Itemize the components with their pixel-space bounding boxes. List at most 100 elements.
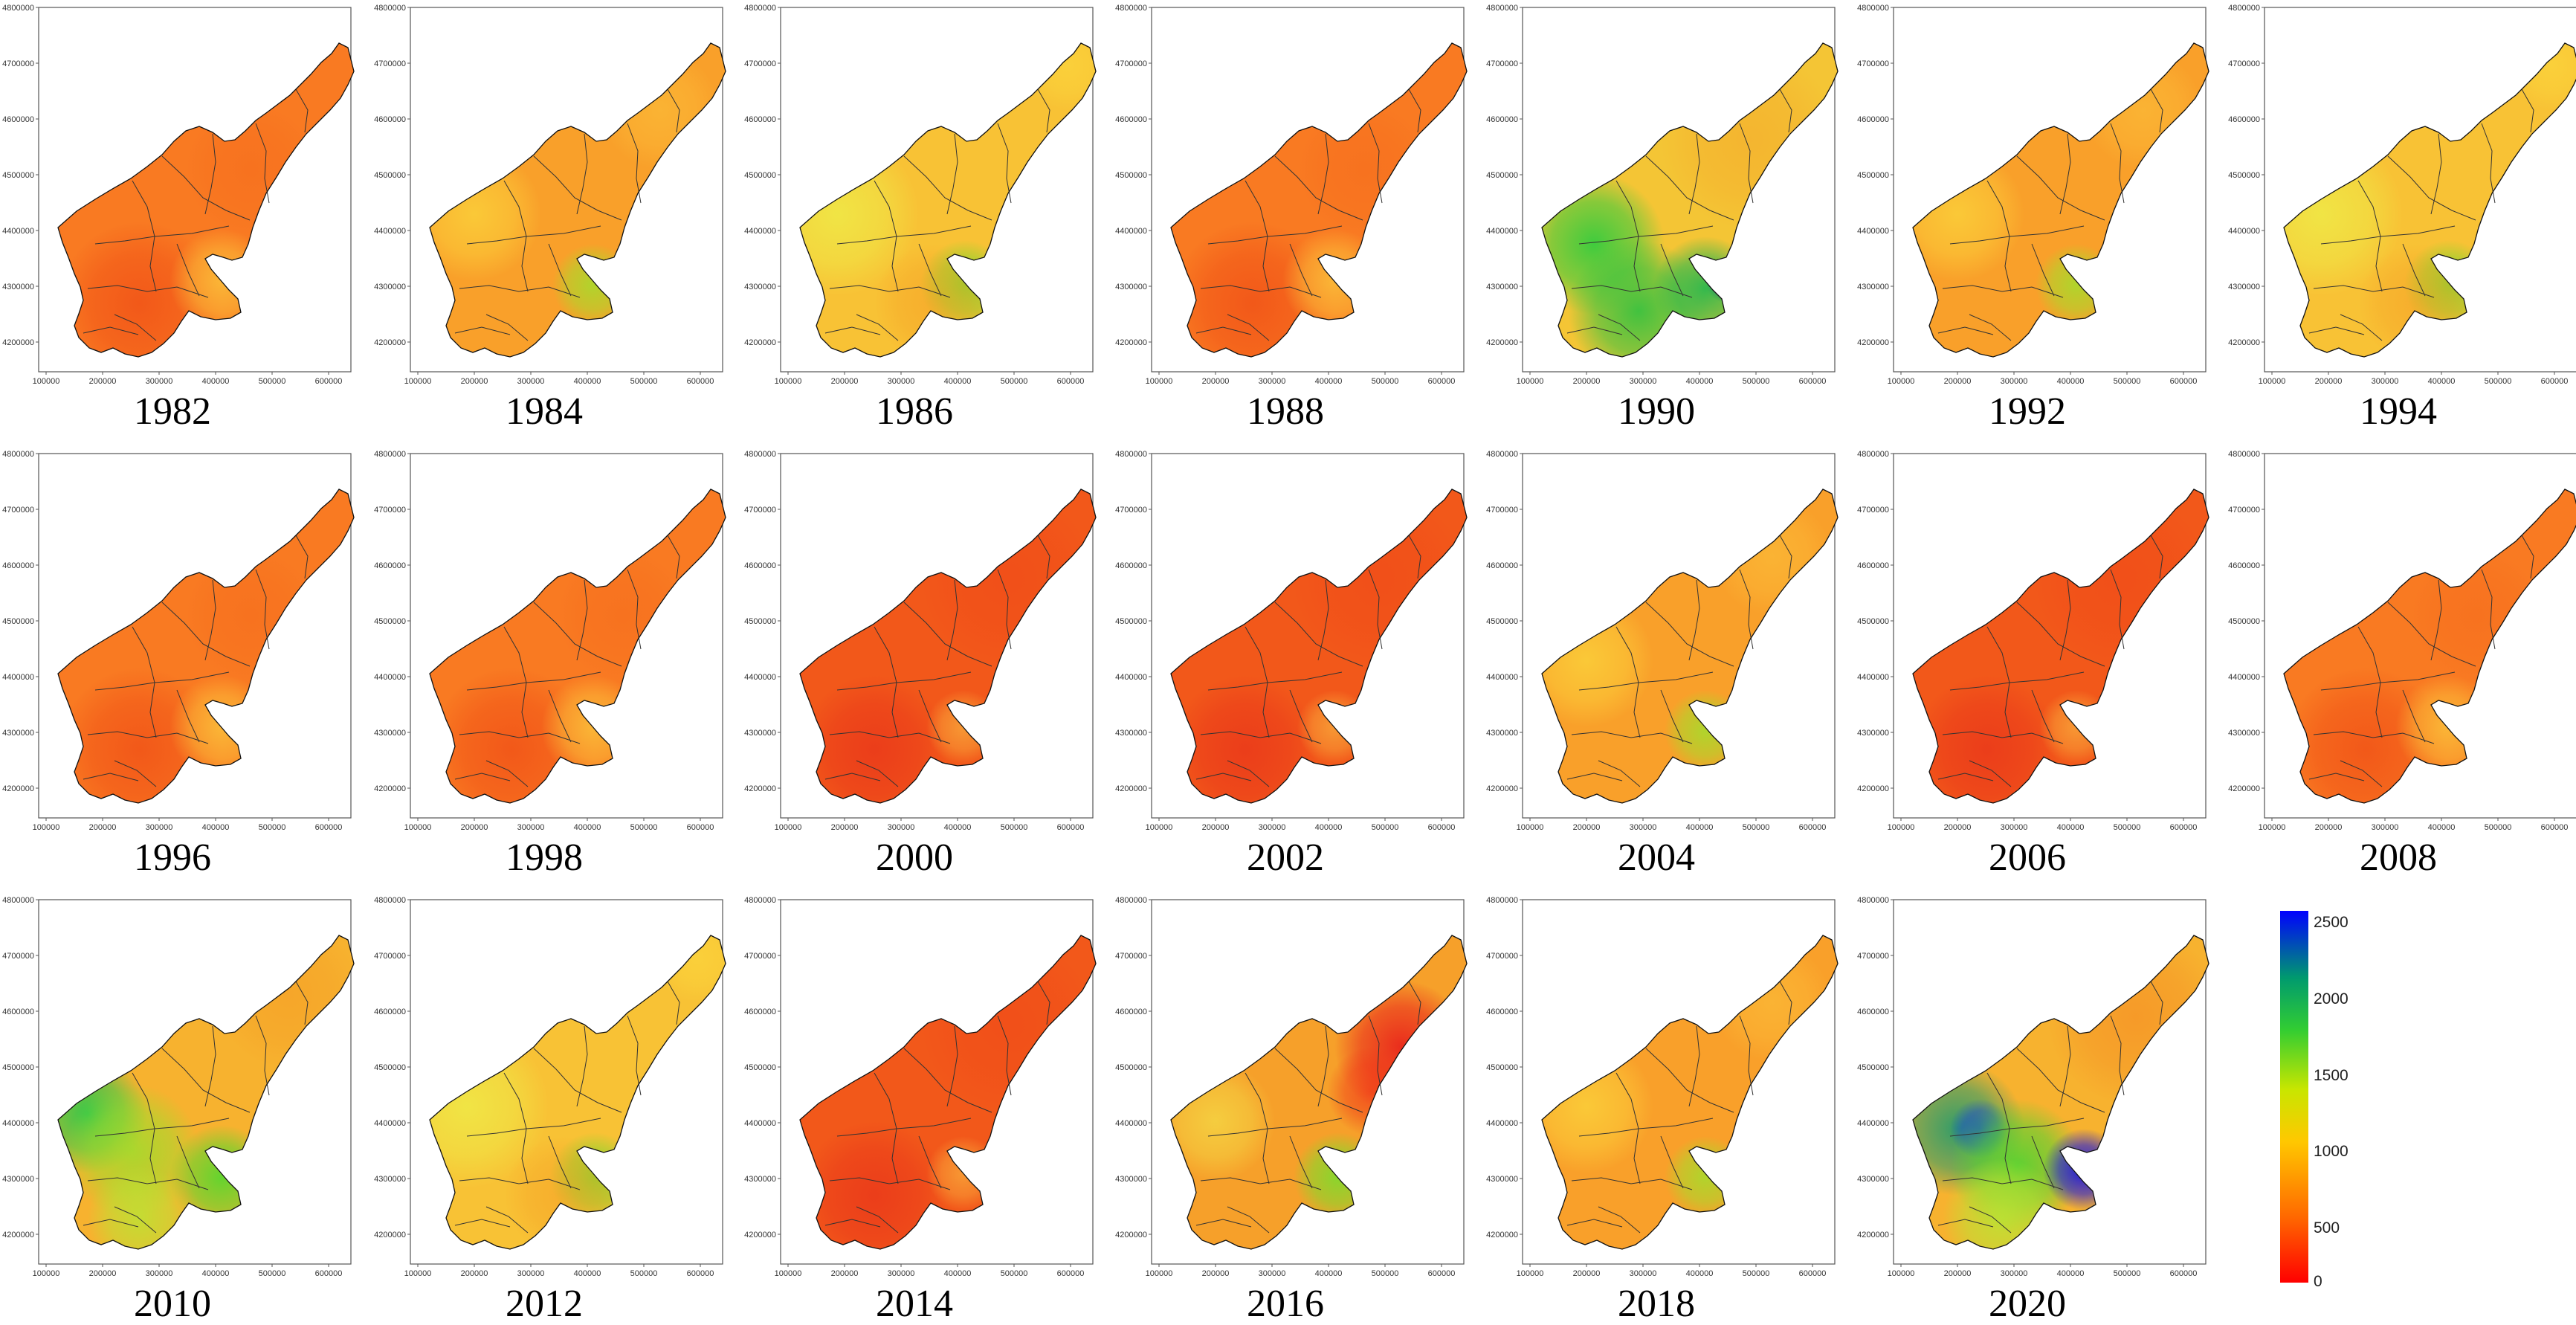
country-outline bbox=[1170, 935, 1468, 1250]
province-boundary bbox=[1571, 1177, 1693, 1190]
province-boundary bbox=[918, 1135, 942, 1189]
province-boundary bbox=[1200, 285, 1322, 298]
map-panel-1982: 4800000 4700000 4600000 4500000 4400000 43000… bbox=[2, 4, 355, 433]
map-panel-2014: 4800000 4700000 4600000 4500000 4400000 43000… bbox=[744, 896, 1097, 1325]
province-boundary bbox=[2387, 602, 2476, 667]
province-boundary bbox=[856, 1206, 899, 1234]
x-tick-label: 300000 bbox=[888, 377, 915, 386]
y-tick-label: 4200000 bbox=[1857, 784, 1889, 793]
map-panel-2008: 4800000 4700000 4600000 4500000 4400000 43000… bbox=[2228, 450, 2576, 879]
y-tick-label: 4200000 bbox=[1857, 1231, 1889, 1239]
province-boundary bbox=[627, 569, 642, 650]
x-tick-label: 100000 bbox=[1146, 823, 1173, 832]
x-tick-label: 400000 bbox=[944, 377, 972, 386]
x-tick-label: 500000 bbox=[2485, 823, 2512, 832]
province-boundary bbox=[2059, 133, 2071, 215]
y-tick-label: 4200000 bbox=[1486, 1231, 1518, 1239]
y-tick-label: 4700000 bbox=[1486, 952, 1518, 961]
map-panel-1990: 4800000 4700000 4600000 4500000 4400000 43000… bbox=[1486, 4, 1839, 433]
x-tick-label: 600000 bbox=[1799, 377, 1827, 386]
province-boundary bbox=[667, 535, 680, 579]
y-tick-label: 4300000 bbox=[2, 1175, 34, 1184]
province-boundary bbox=[176, 1135, 200, 1189]
province-boundary bbox=[1660, 243, 1684, 297]
x-tick-label: 300000 bbox=[1630, 377, 1657, 386]
x-tick-label: 400000 bbox=[1686, 377, 1714, 386]
x-tick-label: 400000 bbox=[1315, 823, 1343, 832]
province-boundary bbox=[204, 133, 216, 215]
year-label: 2006 bbox=[1989, 836, 2066, 879]
province-boundary bbox=[533, 602, 622, 667]
province-boundary bbox=[466, 225, 601, 245]
province-boundary bbox=[1688, 579, 1700, 661]
y-tick-label: 4300000 bbox=[744, 283, 776, 291]
province-boundary bbox=[1317, 579, 1329, 661]
map-panel-2018: 4800000 4700000 4600000 4500000 4400000 43000… bbox=[1486, 896, 1839, 1325]
province-boundary bbox=[2521, 535, 2534, 579]
y-tick-label: 4700000 bbox=[2, 59, 34, 68]
y-tick-label: 4300000 bbox=[374, 283, 406, 291]
province-boundary bbox=[1739, 569, 1754, 650]
y-tick-label: 4600000 bbox=[744, 115, 776, 124]
y-tick-label: 4800000 bbox=[2, 4, 34, 13]
province-boundary bbox=[2150, 535, 2163, 579]
province-boundary bbox=[454, 773, 511, 781]
province-boundary bbox=[1949, 671, 2085, 691]
x-tick-label: 400000 bbox=[574, 1269, 601, 1278]
x-tick-label: 300000 bbox=[146, 377, 173, 386]
province-boundary bbox=[1289, 243, 1313, 297]
x-tick-label: 300000 bbox=[2001, 377, 2028, 386]
x-tick-label: 500000 bbox=[259, 377, 286, 386]
y-tick-label: 4800000 bbox=[1486, 896, 1518, 905]
y-tick-label: 4200000 bbox=[1857, 338, 1889, 347]
x-tick-label: 400000 bbox=[2057, 1269, 2085, 1278]
x-tick-label: 100000 bbox=[1146, 377, 1173, 386]
y-tick-label: 4700000 bbox=[374, 952, 406, 961]
country-outline bbox=[1912, 489, 2209, 804]
y-tick-label: 4300000 bbox=[1486, 283, 1518, 291]
y-tick-label: 4700000 bbox=[1115, 59, 1147, 68]
y-tick-label: 4800000 bbox=[1115, 4, 1147, 13]
province-boundary bbox=[2481, 569, 2496, 650]
year-label: 2020 bbox=[1989, 1283, 2066, 1325]
province-boundary bbox=[1949, 225, 2085, 245]
province-boundary bbox=[1578, 1118, 1714, 1137]
y-tick-label: 4800000 bbox=[1486, 4, 1518, 13]
x-tick-label: 400000 bbox=[1315, 1269, 1343, 1278]
province-boundary bbox=[1274, 1048, 1363, 1113]
province-boundary bbox=[295, 88, 309, 133]
x-tick-label: 600000 bbox=[1057, 377, 1085, 386]
province-boundary bbox=[2059, 579, 2071, 661]
color-legend: 2500 2000 1500 1000 500 0 bbox=[2275, 903, 2379, 1305]
x-tick-label: 300000 bbox=[2001, 1269, 2028, 1278]
province-boundary bbox=[87, 731, 209, 744]
y-tick-label: 4600000 bbox=[2228, 115, 2260, 124]
province-boundary bbox=[1578, 671, 1714, 691]
province-boundary bbox=[2320, 225, 2456, 245]
province-boundary bbox=[824, 326, 881, 335]
x-tick-label: 400000 bbox=[202, 377, 230, 386]
province-boundary bbox=[114, 1206, 157, 1234]
x-tick-label: 500000 bbox=[630, 1269, 658, 1278]
province-boundary bbox=[1779, 981, 1792, 1025]
y-tick-label: 4200000 bbox=[1115, 1231, 1147, 1239]
y-tick-label: 4200000 bbox=[744, 1231, 776, 1239]
province-boundary bbox=[946, 1025, 958, 1107]
province-boundary bbox=[2481, 123, 2496, 204]
province-boundary bbox=[83, 1219, 139, 1228]
x-tick-label: 100000 bbox=[404, 1269, 432, 1278]
y-tick-label: 4700000 bbox=[744, 506, 776, 515]
x-tick-label: 400000 bbox=[574, 377, 601, 386]
province-boundary bbox=[1598, 314, 1641, 341]
province-boundary bbox=[1274, 155, 1363, 221]
province-boundary bbox=[2031, 1135, 2055, 1189]
y-tick-label: 4800000 bbox=[1857, 450, 1889, 459]
province-boundary bbox=[255, 123, 270, 204]
y-tick-label: 4600000 bbox=[374, 561, 406, 570]
x-tick-label: 600000 bbox=[2170, 1269, 2198, 1278]
province-boundary bbox=[1368, 569, 1383, 650]
province-boundary bbox=[2110, 569, 2125, 650]
y-tick-label: 4800000 bbox=[744, 450, 776, 459]
y-tick-label: 4400000 bbox=[1857, 227, 1889, 236]
x-tick-label: 200000 bbox=[461, 823, 488, 832]
